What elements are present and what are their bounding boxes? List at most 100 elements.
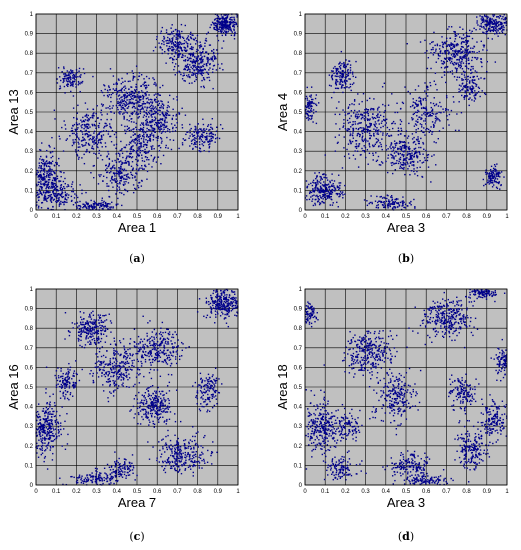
data-point: [339, 191, 342, 193]
data-point: [169, 57, 171, 59]
data-point: [319, 202, 322, 205]
data-point: [233, 29, 235, 31]
scatter-panel-2: 0 0.1 0.2 0.3 0.4 0.5 0.6 0.7 0.8 0.9 100.10.20.30…: [275, 12, 509, 265]
data-point: [223, 23, 226, 26]
data-point: [186, 43, 189, 45]
data-point: [397, 147, 399, 150]
data-point: [413, 107, 416, 109]
data-point: [201, 56, 203, 58]
data-point: [465, 62, 468, 65]
data-point: [496, 181, 498, 184]
data-point: [197, 129, 199, 131]
data-point: [149, 109, 151, 112]
data-point: [49, 178, 51, 181]
data-point: [445, 109, 447, 112]
data-point: [91, 114, 93, 117]
data-point: [403, 151, 405, 153]
data-point: [47, 173, 50, 176]
data-point: [398, 148, 400, 150]
data-point: [486, 18, 489, 20]
data-point: [326, 184, 329, 186]
data-point: [115, 136, 118, 138]
y-tick-label: 0.8: [294, 51, 303, 57]
data-point: [147, 124, 150, 126]
data-point: [86, 148, 88, 151]
data-point: [82, 203, 84, 205]
data-point: [172, 130, 174, 133]
data-point: [353, 109, 356, 112]
data-point: [479, 25, 481, 27]
data-point: [491, 174, 494, 177]
data-point: [411, 154, 413, 157]
data-point: [388, 204, 390, 207]
data-point: [69, 84, 72, 87]
data-point: [375, 206, 378, 209]
data-point: [126, 175, 128, 178]
data-point: [439, 52, 442, 54]
data-point: [192, 34, 194, 36]
data-point: [159, 46, 162, 48]
data-point: [369, 122, 371, 125]
data-point: [190, 47, 192, 50]
data-point: [52, 434, 54, 437]
x-tick-label: 1: [236, 214, 240, 220]
data-point: [112, 75, 115, 77]
data-point: [225, 26, 228, 28]
data-point: [98, 149, 101, 152]
data-point: [213, 22, 215, 24]
data-point: [165, 62, 167, 64]
data-point: [338, 186, 340, 188]
data-point: [433, 125, 435, 127]
data-point: [316, 190, 319, 192]
data-point: [175, 52, 177, 54]
data-point: [489, 174, 492, 177]
data-point: [143, 130, 145, 133]
data-point: [172, 114, 174, 117]
data-point: [406, 145, 408, 148]
data-point: [170, 41, 172, 43]
data-point: [195, 72, 198, 74]
data-point: [207, 73, 210, 75]
data-point: [395, 142, 398, 144]
data-point: [357, 128, 360, 131]
data-point: [118, 155, 121, 157]
data-point: [500, 171, 503, 173]
data-point: [465, 31, 468, 34]
data-point: [456, 44, 458, 47]
data-point: [76, 135, 78, 137]
data-point: [125, 91, 128, 94]
data-point: [83, 205, 85, 208]
data-point: [484, 28, 487, 30]
data-point: [182, 75, 184, 77]
data-point: [134, 142, 136, 144]
data-point: [95, 112, 97, 115]
data-point: [376, 204, 378, 207]
data-point: [386, 197, 388, 200]
data-point: [35, 183, 38, 185]
data-point: [142, 83, 144, 86]
data-point: [470, 68, 472, 71]
data-point: [313, 102, 315, 105]
data-point: [424, 123, 427, 125]
data-point: [497, 21, 499, 24]
x-tick-label: 0.1: [321, 214, 330, 220]
data-point: [398, 142, 401, 144]
data-point: [97, 204, 99, 206]
data-point: [103, 200, 105, 203]
data-point: [201, 70, 203, 72]
data-point: [194, 62, 197, 65]
data-point: [234, 23, 236, 26]
data-point: [167, 33, 169, 35]
data-point: [221, 22, 224, 25]
data-point: [421, 114, 423, 116]
data-point: [140, 98, 142, 101]
data-point: [333, 72, 335, 75]
data-point: [162, 124, 164, 126]
data-point: [106, 167, 108, 170]
data-point: [305, 108, 307, 111]
data-point: [231, 16, 233, 19]
data-point: [378, 106, 380, 108]
data-point: [420, 130, 423, 132]
data-point: [321, 184, 324, 186]
data-point: [431, 155, 433, 157]
